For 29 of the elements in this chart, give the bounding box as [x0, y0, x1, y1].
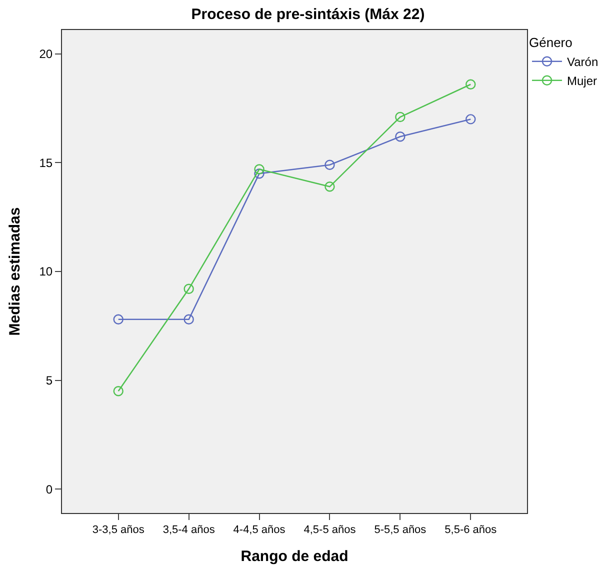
point — [324, 160, 335, 170]
y-axis-title: Medias estimadas — [6, 207, 24, 336]
point — [395, 112, 406, 122]
point — [466, 79, 476, 90]
point — [254, 168, 264, 179]
y-tick-label: 10 — [39, 264, 53, 279]
point — [113, 314, 124, 324]
point — [254, 164, 264, 174]
point — [466, 114, 476, 124]
legend-label: Mujer — [567, 74, 598, 88]
x-tick-label: 5,5-6 años — [444, 524, 498, 536]
legend-title: Género — [529, 34, 572, 50]
y-tick-label: 0 — [46, 482, 53, 496]
x-tick-label: 5-5,5 años — [374, 524, 427, 536]
y-tick-label: 20 — [39, 47, 53, 62]
y-tick-label: 5 — [46, 373, 53, 388]
x-tick-label: 3,5-4 años — [162, 524, 216, 536]
point — [184, 314, 194, 324]
point — [184, 284, 194, 294]
x-axis-title: Rango de edad — [240, 548, 348, 566]
x-tick-label: 3-3,5 años — [92, 524, 145, 536]
y-tick-label: 15 — [39, 156, 53, 170]
point — [113, 386, 124, 396]
chart-title: Proceso de pre-sintáxis (Máx 22) — [191, 6, 425, 24]
point — [324, 182, 335, 192]
point — [395, 132, 406, 142]
x-tick-label: 4,5-5 años — [304, 524, 356, 536]
legend-label: Varón — [567, 55, 598, 70]
x-tick-label: 4-4,5 años — [233, 524, 286, 536]
